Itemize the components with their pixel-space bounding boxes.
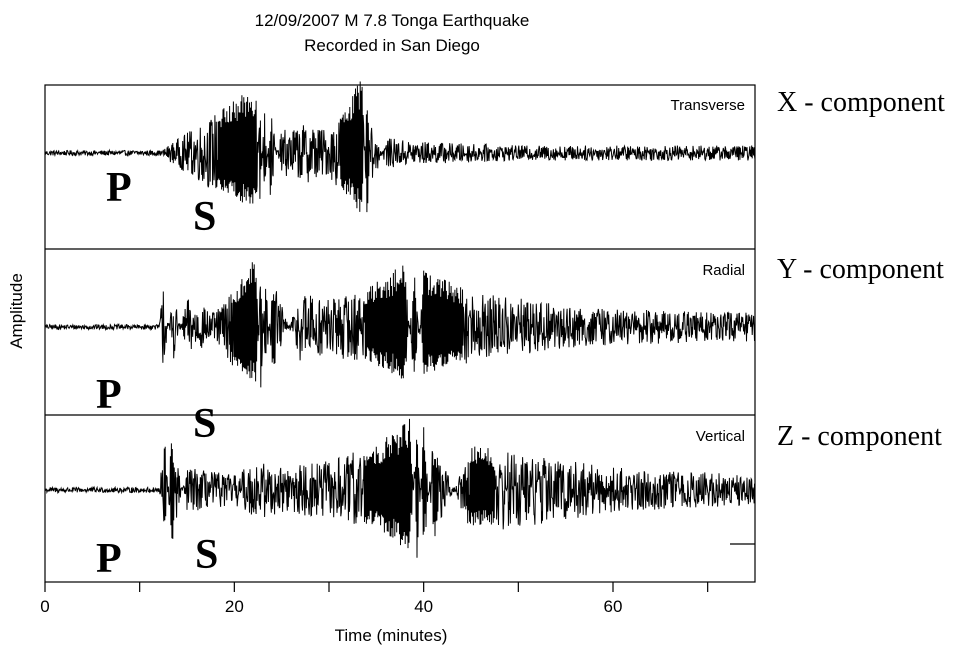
x-tick-label: 0	[40, 597, 49, 616]
p-wave-label-x: P	[106, 165, 132, 211]
chart-title: 12/09/2007 M 7.8 Tonga Earthquake	[255, 11, 530, 30]
component-label-y: Y - component	[777, 254, 944, 285]
x-axis: 0 20 40 60	[40, 582, 709, 616]
panel-label-radial: Radial	[702, 262, 745, 279]
panel-label-vertical: Vertical	[696, 428, 745, 445]
x-axis-label: Time (minutes)	[335, 626, 448, 645]
panel-label-transverse: Transverse	[671, 97, 745, 114]
traces-group	[44, 81, 756, 558]
seismic-trace-radial	[44, 262, 756, 388]
chart-subtitle: Recorded in San Diego	[304, 36, 480, 55]
seismic-trace-vertical	[44, 418, 756, 558]
p-wave-label-y: P	[96, 372, 122, 418]
s-wave-label-y: S	[193, 401, 216, 447]
s-wave-label-z: S	[195, 532, 218, 578]
component-label-z: Z - component	[777, 421, 942, 452]
x-tick-label: 20	[225, 597, 244, 616]
x-tick-label: 60	[604, 597, 623, 616]
component-label-x: X - component	[777, 87, 945, 118]
y-axis-label: Amplitude	[7, 273, 26, 349]
seismic-trace-transverse	[44, 81, 756, 213]
p-wave-label-z: P	[96, 536, 122, 582]
s-wave-label-x: S	[193, 194, 216, 240]
x-tick-label: 40	[414, 597, 433, 616]
